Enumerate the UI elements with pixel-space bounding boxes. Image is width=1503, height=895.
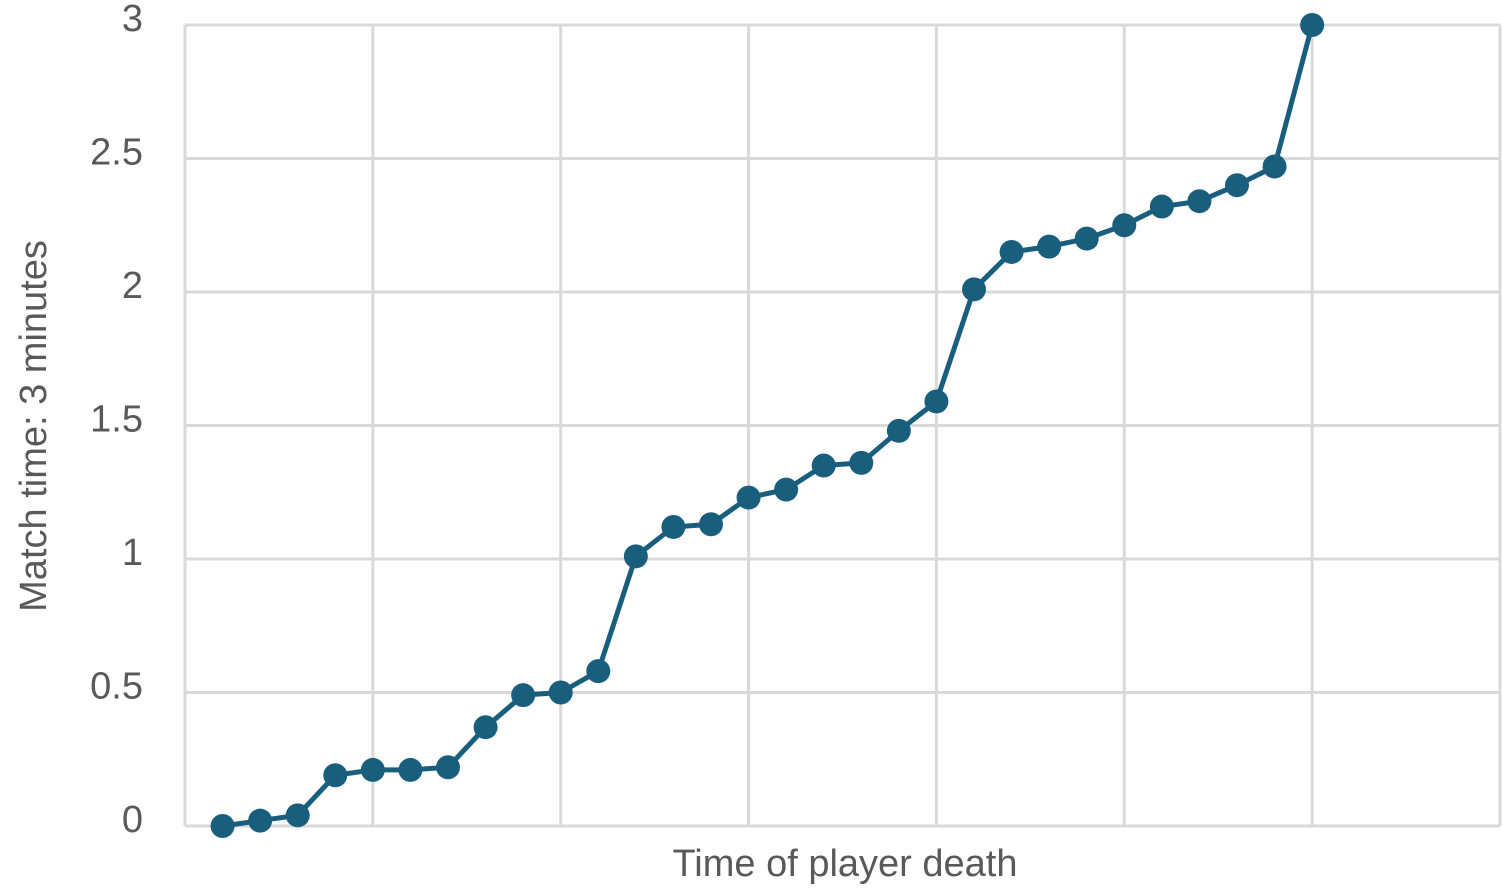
data-point [1149,194,1174,219]
data-point [623,544,648,569]
data-point [811,453,836,478]
data-point [736,485,761,510]
data-point [924,389,949,414]
data-point [548,680,573,705]
x-axis-label: Time of player death [673,843,1018,885]
data-point [1262,154,1287,179]
y-tick-label: 3 [122,0,143,40]
data-point [586,659,611,684]
data-point [661,514,686,539]
data-point [360,757,385,782]
data-point [210,814,235,838]
data-point [999,239,1024,264]
data-point [1112,213,1137,238]
y-tick-label: 0 [122,799,143,841]
data-point [323,763,348,788]
data-point [1074,226,1099,251]
data-point [436,755,460,780]
data-point [398,757,423,782]
y-tick-label: 0.5 [90,666,143,708]
y-tick-label: 2.5 [90,132,143,174]
data-point [1187,189,1212,214]
data-point [1225,173,1249,198]
data-point [248,808,273,833]
y-tick-label: 2 [122,265,143,307]
data-point [511,683,536,708]
y-tick-label: 1.5 [90,399,143,441]
data-point [774,477,799,502]
data-point [285,803,310,828]
data-point [473,715,498,740]
data-point [1037,234,1062,259]
y-axis-label: Match time: 3 minutes [13,240,55,612]
data-point [886,418,911,443]
data-point [699,512,723,537]
data-point [962,277,986,302]
y-tick-label: 1 [122,532,143,574]
data-point [1300,13,1325,37]
data-point [849,450,874,475]
